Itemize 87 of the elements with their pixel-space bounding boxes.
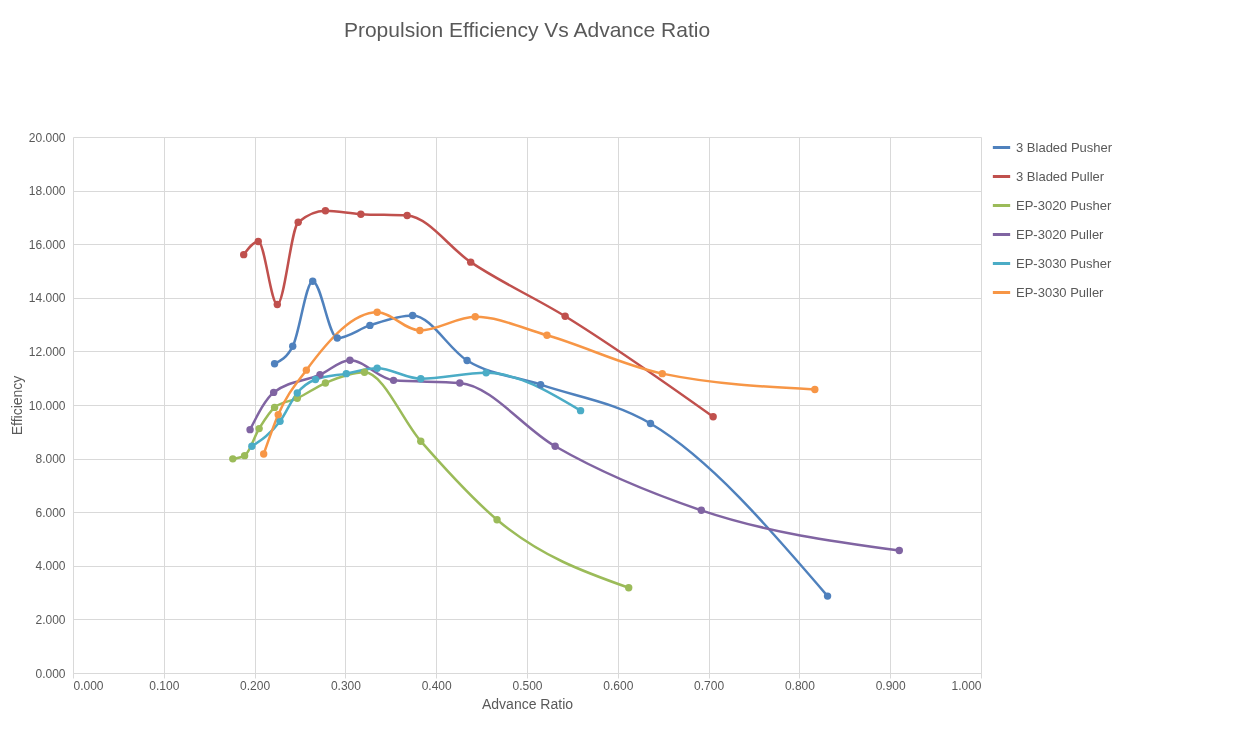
x-tick-label: 0.800 — [784, 678, 816, 693]
point — [321, 207, 330, 215]
point — [456, 379, 464, 387]
y-tick-label: 2.000 — [35, 612, 66, 627]
point — [373, 364, 381, 372]
point — [360, 368, 369, 376]
point — [463, 356, 471, 365]
point — [276, 417, 284, 426]
point — [403, 211, 411, 220]
point — [246, 425, 254, 434]
x-tick-label: 0.200 — [240, 678, 271, 693]
x-tick-label: 0.100 — [149, 678, 180, 693]
x-tick-label: 1.000 — [951, 678, 982, 693]
point — [467, 258, 475, 266]
y-tick-label: 18.000 — [28, 184, 66, 199]
point — [373, 308, 381, 316]
x-tick-label: 0.500 — [512, 678, 543, 693]
point — [576, 406, 585, 415]
point — [254, 237, 262, 246]
point — [269, 388, 278, 397]
point — [316, 371, 324, 379]
x-tick-label: 0.000 — [73, 678, 104, 693]
y-tick-label: 12.000 — [28, 344, 66, 359]
point — [416, 326, 424, 335]
x-tick-label: 0.700 — [694, 678, 725, 693]
y-tick-label: 16.000 — [28, 237, 66, 252]
legend-label: EP-3030 Pusher — [1016, 255, 1113, 271]
point — [366, 321, 374, 330]
y-tick-label: 0.000 — [35, 666, 66, 681]
legend-label: 3 Bladed Pusher — [1016, 139, 1113, 155]
point — [471, 313, 479, 321]
point — [895, 546, 903, 555]
point — [482, 369, 490, 377]
point — [289, 342, 297, 351]
point — [270, 360, 279, 368]
point — [551, 442, 559, 450]
point — [240, 451, 249, 460]
x-tick-label: 0.300 — [330, 678, 362, 693]
point — [646, 419, 655, 428]
point — [333, 334, 341, 342]
point — [255, 424, 263, 433]
point — [658, 369, 666, 378]
y-tick-label: 10.000 — [28, 398, 66, 413]
point — [624, 584, 633, 592]
y-tick-label: 20.000 — [28, 130, 66, 145]
point — [302, 366, 311, 374]
point — [493, 516, 501, 524]
x-tick-label: 0.600 — [603, 678, 634, 693]
point — [709, 413, 717, 421]
x-tick-label: 0.400 — [421, 678, 453, 693]
point — [561, 312, 569, 320]
point — [389, 376, 398, 385]
point — [259, 450, 268, 458]
point — [294, 218, 302, 226]
chart-title: Propulsion Efficiency Vs Advance Ratio — [343, 18, 711, 41]
legend-label: EP-3020 Pusher — [1016, 197, 1113, 213]
y-tick-label: 14.000 — [28, 291, 66, 306]
y-tick-label: 6.000 — [35, 505, 66, 520]
point — [408, 311, 417, 320]
point — [240, 250, 248, 259]
y-tick-label: 8.000 — [35, 452, 66, 467]
point — [417, 375, 425, 383]
x-tick-label: 0.900 — [875, 678, 907, 693]
point — [543, 331, 551, 340]
point — [321, 379, 330, 387]
point — [270, 403, 279, 412]
legend-label: EP-3020 Puller — [1016, 226, 1105, 242]
legend-label: 3 Bladed Puller — [1016, 168, 1105, 184]
legend-label: EP-3030 Puller — [1016, 284, 1105, 300]
point — [417, 437, 425, 445]
point — [293, 389, 301, 397]
point — [357, 210, 365, 218]
point — [823, 592, 832, 600]
x-axis-title: Advance Ratio — [481, 695, 574, 712]
point — [536, 380, 545, 389]
point — [273, 300, 282, 309]
point — [342, 369, 351, 378]
point — [274, 410, 282, 419]
point — [346, 356, 354, 364]
point — [248, 442, 256, 450]
point — [229, 455, 237, 463]
point — [811, 385, 819, 394]
point — [697, 506, 706, 515]
y-axis-title: Efficiency — [8, 375, 25, 436]
point — [311, 375, 320, 384]
point — [309, 277, 317, 285]
y-tick-label: 4.000 — [35, 559, 66, 574]
